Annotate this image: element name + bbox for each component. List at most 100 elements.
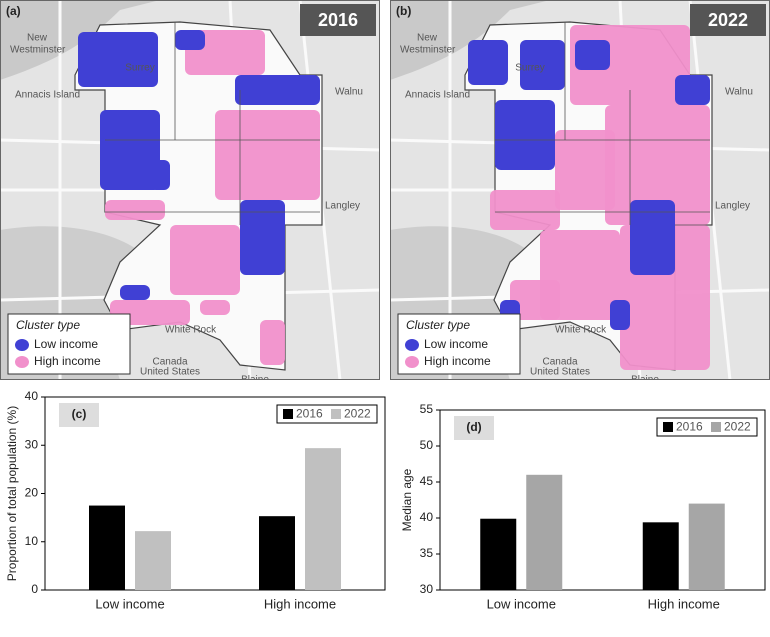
- place-label: United States: [140, 367, 200, 378]
- panel-label: (b): [396, 4, 411, 18]
- river: [390, 0, 550, 80]
- y-tick-label: 50: [420, 438, 434, 452]
- legend-label: High income: [34, 354, 101, 368]
- low-income-cluster: [175, 30, 205, 50]
- low-income-cluster: [630, 200, 675, 275]
- low-income-cluster: [100, 110, 160, 190]
- y-tick-label: 55: [420, 402, 434, 416]
- place-label: White Rock: [555, 325, 607, 336]
- x-tick-label: High income: [264, 596, 336, 611]
- high-income-cluster: [510, 280, 560, 320]
- bar: [526, 474, 563, 590]
- low-income-cluster: [240, 200, 285, 275]
- bar: [135, 531, 171, 590]
- legend-swatch: [331, 409, 341, 419]
- legend-swatch: [663, 422, 673, 432]
- y-axis-label: Proportion of total population (%): [5, 406, 19, 581]
- place-label: Westminster: [400, 45, 456, 56]
- place-label: Walnu: [725, 87, 753, 98]
- legend-label: 2022: [344, 407, 371, 421]
- bar: [688, 503, 725, 590]
- high-income-cluster: [260, 320, 285, 365]
- place-label: Canada: [542, 357, 577, 368]
- y-tick-label: 45: [420, 474, 434, 488]
- plot-frame: [439, 409, 766, 591]
- year-tag-box: [300, 4, 376, 36]
- place-label: Surrey: [515, 63, 544, 74]
- legend-box: [276, 404, 378, 424]
- low-income-cluster: [235, 75, 320, 105]
- panel-label: (c): [72, 407, 87, 421]
- bar: [305, 448, 341, 590]
- high-income-cluster: [170, 225, 240, 295]
- place-label: New: [417, 33, 438, 44]
- bar: [259, 516, 295, 590]
- legend-swatch: [15, 339, 29, 351]
- legend-swatch: [283, 409, 293, 419]
- y-axis-label: Median age: [400, 468, 414, 531]
- low-income-cluster: [520, 40, 565, 90]
- place-label: Surrey: [125, 63, 154, 74]
- x-tick-label: High income: [648, 596, 720, 611]
- map-frame: [0, 0, 380, 380]
- x-tick-label: Low income: [487, 596, 556, 611]
- legend-box: [656, 417, 758, 437]
- legend-label: 2022: [724, 420, 751, 434]
- place-label: Blaine: [241, 375, 269, 386]
- y-tick-label: 30: [25, 437, 39, 451]
- panel-label: (d): [466, 420, 481, 434]
- low-income-cluster: [468, 40, 508, 85]
- legend-title: Cluster type: [16, 318, 80, 332]
- place-label: Walnu: [335, 87, 363, 98]
- bar: [89, 505, 125, 590]
- low-income-cluster: [610, 300, 630, 330]
- legend-label: Low income: [424, 337, 488, 351]
- place-label: Annacis Island: [15, 90, 80, 101]
- legend-label: 2016: [676, 420, 703, 434]
- legend-title: Cluster type: [406, 318, 470, 332]
- place-label: Annacis Island: [405, 90, 470, 101]
- legend-swatch: [711, 422, 721, 432]
- y-tick-label: 40: [420, 510, 434, 524]
- legend-swatch: [15, 356, 29, 368]
- panel-label-box: [59, 403, 99, 427]
- high-income-cluster: [605, 105, 710, 225]
- y-tick-label: 40: [25, 389, 39, 403]
- legend-swatch: [405, 339, 419, 351]
- low-income-cluster: [675, 75, 710, 105]
- low-income-cluster: [575, 40, 610, 70]
- legend-label: 2016: [296, 407, 323, 421]
- y-tick-label: 10: [25, 534, 39, 548]
- bar: [642, 522, 679, 590]
- panel-label: (a): [6, 4, 21, 18]
- low-income-cluster: [495, 100, 555, 170]
- y-tick-label: 30: [420, 582, 434, 596]
- y-tick-label: 0: [31, 582, 38, 596]
- place-label: White Rock: [165, 325, 217, 336]
- high-income-cluster: [490, 190, 560, 230]
- place-label: Blaine: [631, 375, 659, 386]
- place-label: Canada: [152, 357, 187, 368]
- y-tick-label: 20: [25, 486, 39, 500]
- bar: [480, 518, 517, 590]
- high-income-cluster: [215, 110, 320, 200]
- high-income-cluster: [555, 130, 615, 210]
- panel-label-box: [454, 416, 494, 440]
- x-tick-label: Low income: [95, 596, 164, 611]
- place-label: Westminster: [10, 45, 66, 56]
- legend-swatch: [405, 356, 419, 368]
- low-income-cluster: [78, 32, 158, 87]
- place-label: New: [27, 33, 48, 44]
- year-tag-box: [690, 4, 766, 36]
- place-label: Langley: [715, 201, 750, 212]
- high-income-cluster: [105, 200, 165, 220]
- year-tag: 2022: [708, 10, 748, 30]
- place-label: Langley: [325, 201, 360, 212]
- high-income-cluster: [200, 300, 230, 315]
- legend-label: High income: [424, 354, 491, 368]
- y-tick-label: 35: [420, 546, 434, 560]
- legend-label: Low income: [34, 337, 98, 351]
